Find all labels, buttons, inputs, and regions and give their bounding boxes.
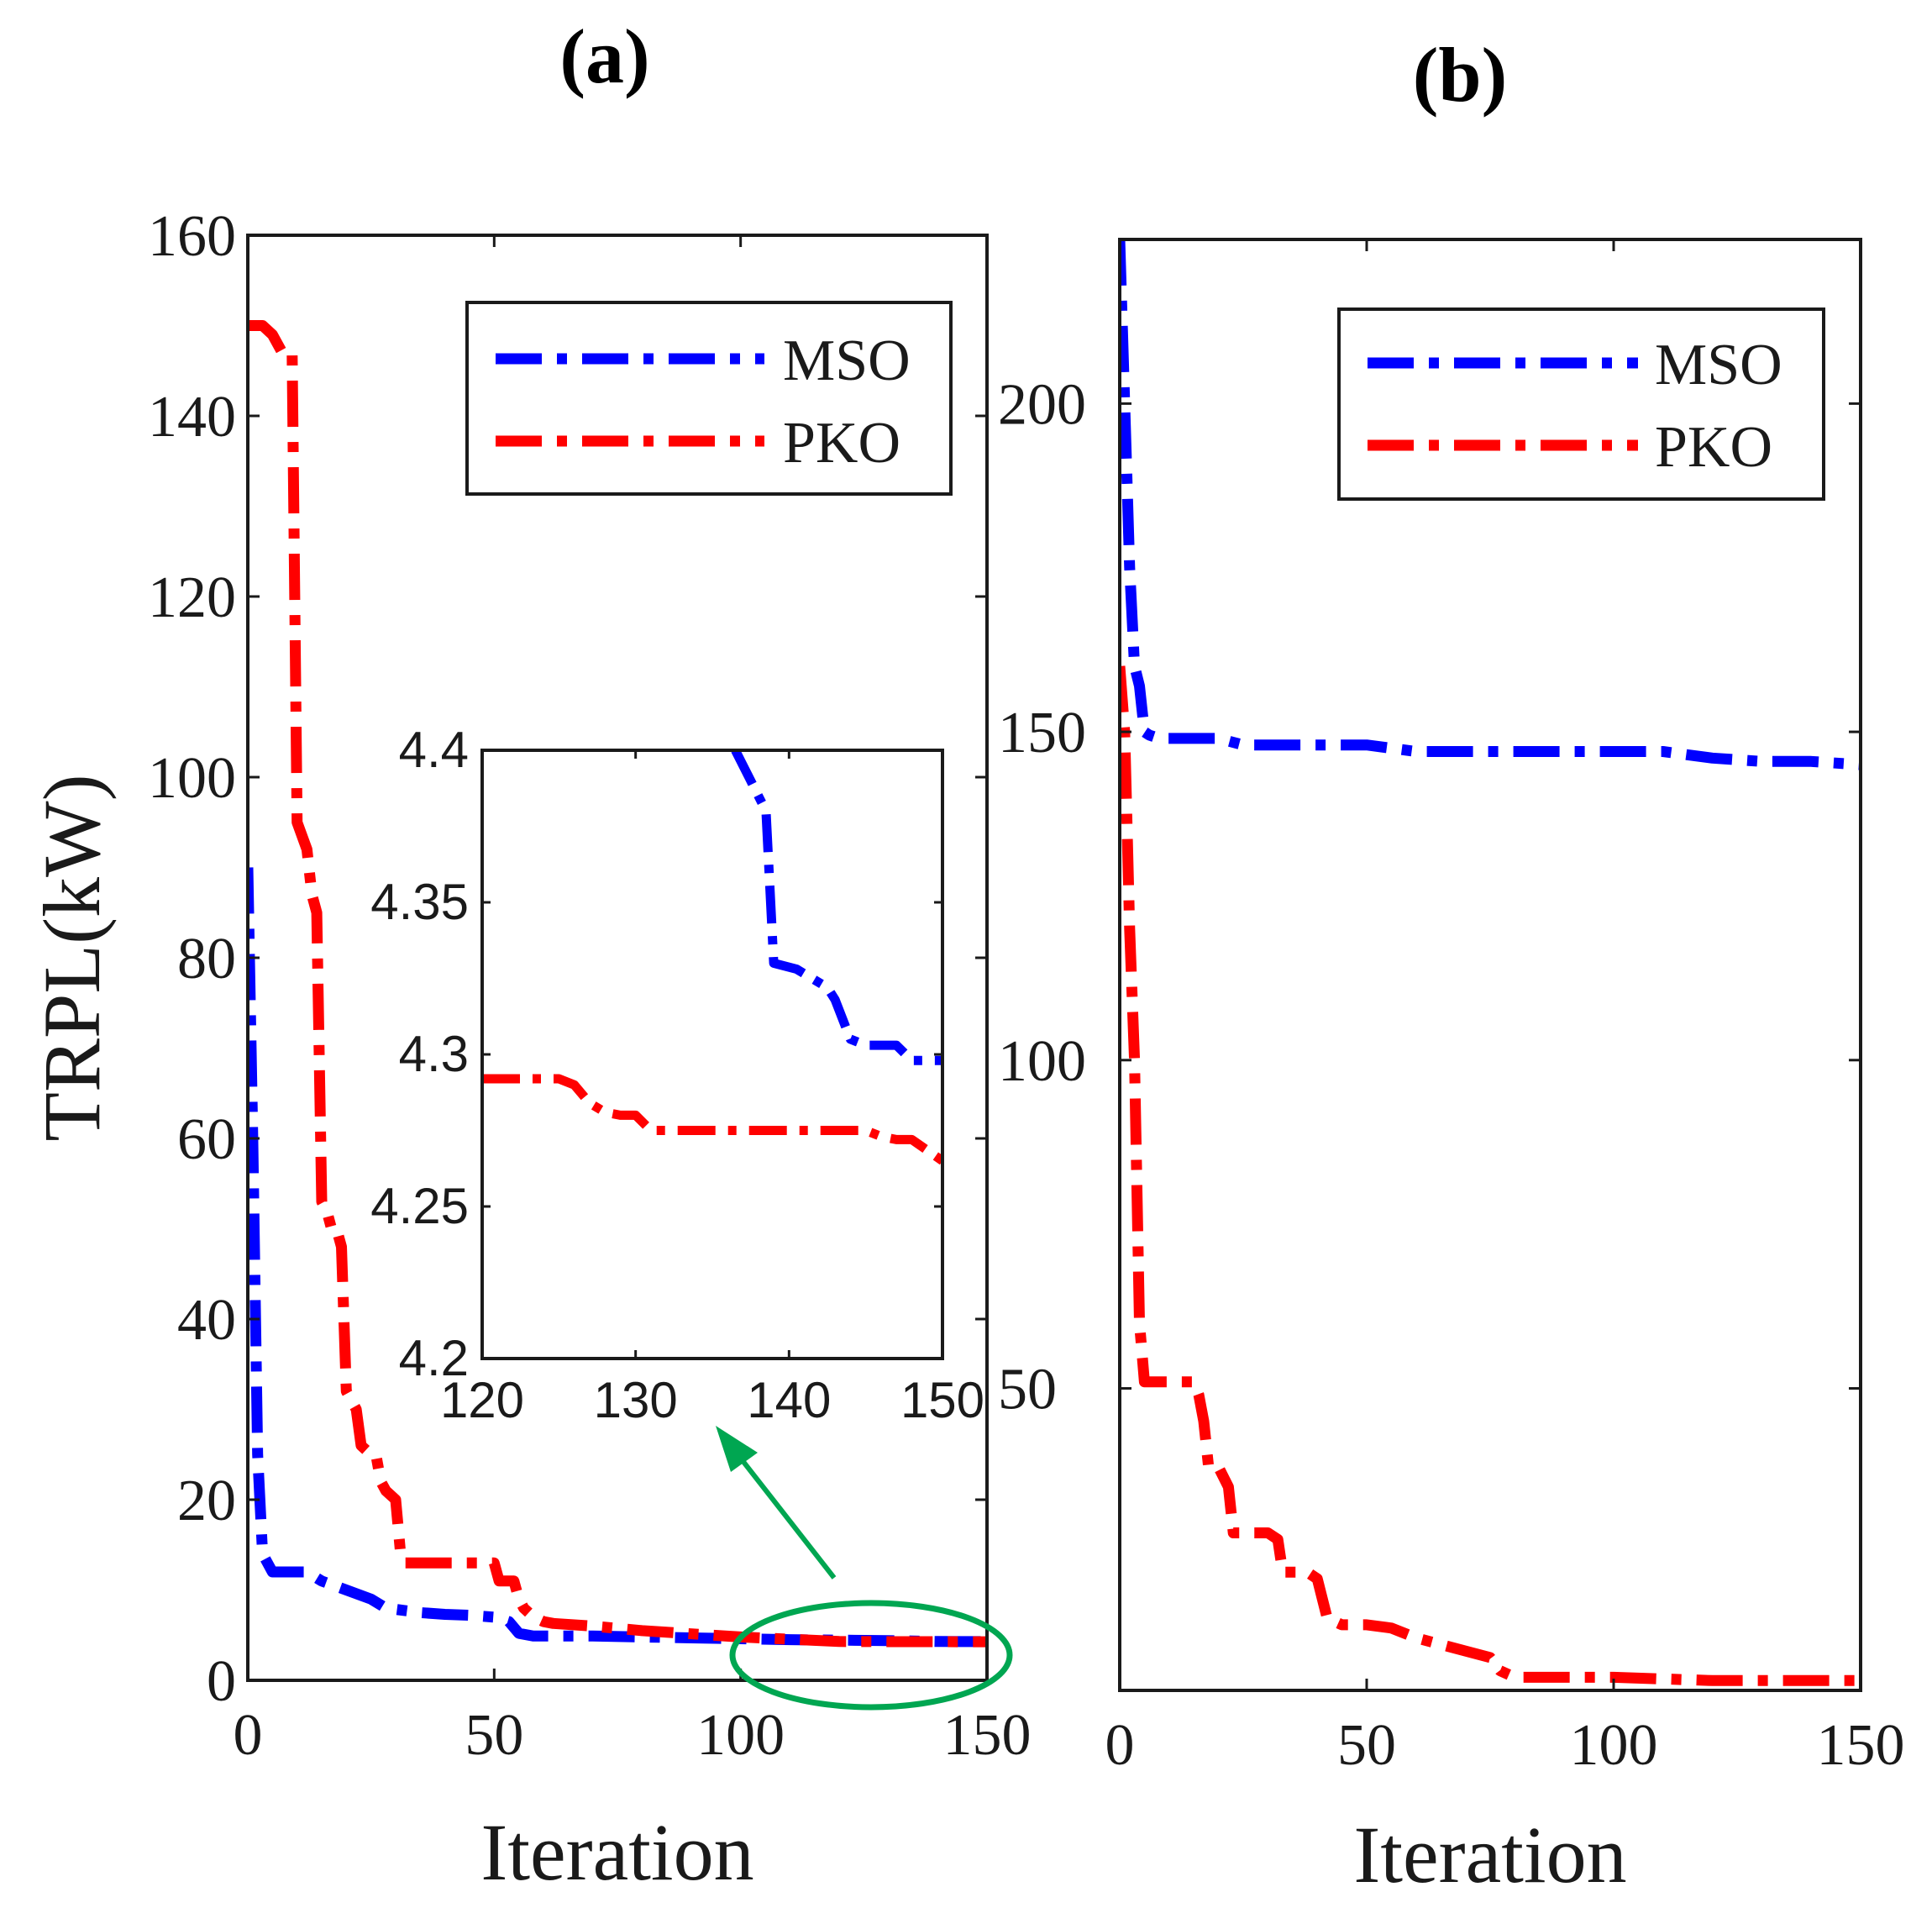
panel-a-legend: MSO PKO <box>465 301 953 496</box>
panel-b-ytick-label: 100 <box>998 1029 1086 1094</box>
panel-a-series-mso-line <box>248 867 987 1648</box>
inset-chart: 120 130 140 150 4.2 4.25 4.3 4.35 4.4 <box>370 722 984 1428</box>
panel-a-xlabel: Iteration <box>480 1807 753 1897</box>
inset-xtick-label: 150 <box>900 1372 984 1428</box>
panel-b-ticks: 0 50 100 150 50 100 150 200 <box>998 239 1905 1778</box>
panel-b-ytick-label: 50 <box>998 1358 1057 1422</box>
panel-b-xtick-label: 50 <box>1337 1713 1396 1778</box>
legend-b-pko-label: PKO <box>1655 415 1772 480</box>
inset-ytick-label: 4.4 <box>399 722 469 778</box>
panel-a-lines <box>248 320 987 1648</box>
inset-series-pko-line <box>482 1074 942 1165</box>
panel-b-ytick-label: 150 <box>998 701 1086 765</box>
legend-a-pko-label: PKO <box>783 411 900 476</box>
panel-b-legend-box <box>1337 307 1825 501</box>
legend-a-mso-label: MSO <box>783 329 911 393</box>
panel-a-xtick-label: 0 <box>234 1703 263 1768</box>
zoom-annotation <box>716 1426 1013 1711</box>
panel-a-ytick-label: 20 <box>177 1469 236 1533</box>
inset-xtick-label: 140 <box>747 1372 831 1428</box>
panel-b-xtick-label: 0 <box>1105 1713 1135 1778</box>
inset-xtick-label: 120 <box>440 1372 524 1428</box>
panel-b-xtick-label: 150 <box>1817 1713 1905 1778</box>
panel-b-xtick-label: 100 <box>1570 1713 1658 1778</box>
panel-a-ticks: 0 50 100 150 0 20 40 60 80 100 120 140 160 <box>148 204 1032 1768</box>
inset-lines <box>482 750 942 1165</box>
inset-ticks: 120 130 140 150 4.2 4.25 4.3 4.35 4.4 <box>370 722 984 1428</box>
panel-b-legend: MSO PKO <box>1337 307 1825 501</box>
panel-a: 0 50 100 150 0 20 40 60 80 100 120 140 160 MSO PKO 1… <box>27 204 1032 1897</box>
inset-ytick-label: 4.25 <box>370 1178 469 1234</box>
zoom-arrow-shaft <box>738 1457 837 1579</box>
panel-a-ytick-label: 0 <box>207 1649 236 1714</box>
inset-ytick-label: 4.3 <box>399 1026 469 1082</box>
panel-b-series-pko-line <box>1120 665 1861 1686</box>
zoom-region-ellipse <box>729 1600 1013 1711</box>
legend-b-mso-label: MSO <box>1655 333 1782 397</box>
panel-b-axes-frame <box>1118 238 1862 1692</box>
zoom-arrow-head <box>716 1426 758 1472</box>
panel-a-xtick-label: 150 <box>943 1703 1032 1768</box>
panel-a-ytick-label: 80 <box>177 927 236 991</box>
panel-a-xtick-label: 100 <box>696 1703 785 1768</box>
panel-b: 0 50 100 150 50 100 150 200 MSO PKO Iteration <box>998 238 1905 1900</box>
panel-a-ytick-label: 120 <box>148 565 236 630</box>
panel-a-ytick-label: 40 <box>177 1288 236 1353</box>
panel-b-title: (b) <box>1413 32 1507 118</box>
panel-a-title: (a) <box>559 13 649 99</box>
panel-b-ytick-label: 200 <box>998 372 1086 437</box>
panel-a-ytick-label: 60 <box>177 1107 236 1172</box>
panel-a-ytick-label: 160 <box>148 204 236 269</box>
inset-series-mso-line <box>731 750 942 1065</box>
panel-a-ylabel: TRPL(kW) <box>27 774 117 1141</box>
panel-a-ytick-label: 140 <box>148 385 236 449</box>
panel-a-series-pko-line <box>248 320 987 1648</box>
inset-background <box>482 750 942 1359</box>
inset-ytick-label: 4.35 <box>370 874 469 930</box>
inset-ytick-label: 4.2 <box>399 1330 469 1386</box>
inset-xtick-label: 130 <box>594 1372 678 1428</box>
panel-b-series-mso-line <box>1120 239 1861 770</box>
panel-a-ytick-label: 100 <box>148 746 236 811</box>
panel-a-legend-box <box>465 301 953 496</box>
panel-b-lines <box>1120 239 1861 1686</box>
panel-a-xtick-label: 50 <box>465 1703 523 1768</box>
panel-b-xlabel: Iteration <box>1353 1810 1626 1900</box>
